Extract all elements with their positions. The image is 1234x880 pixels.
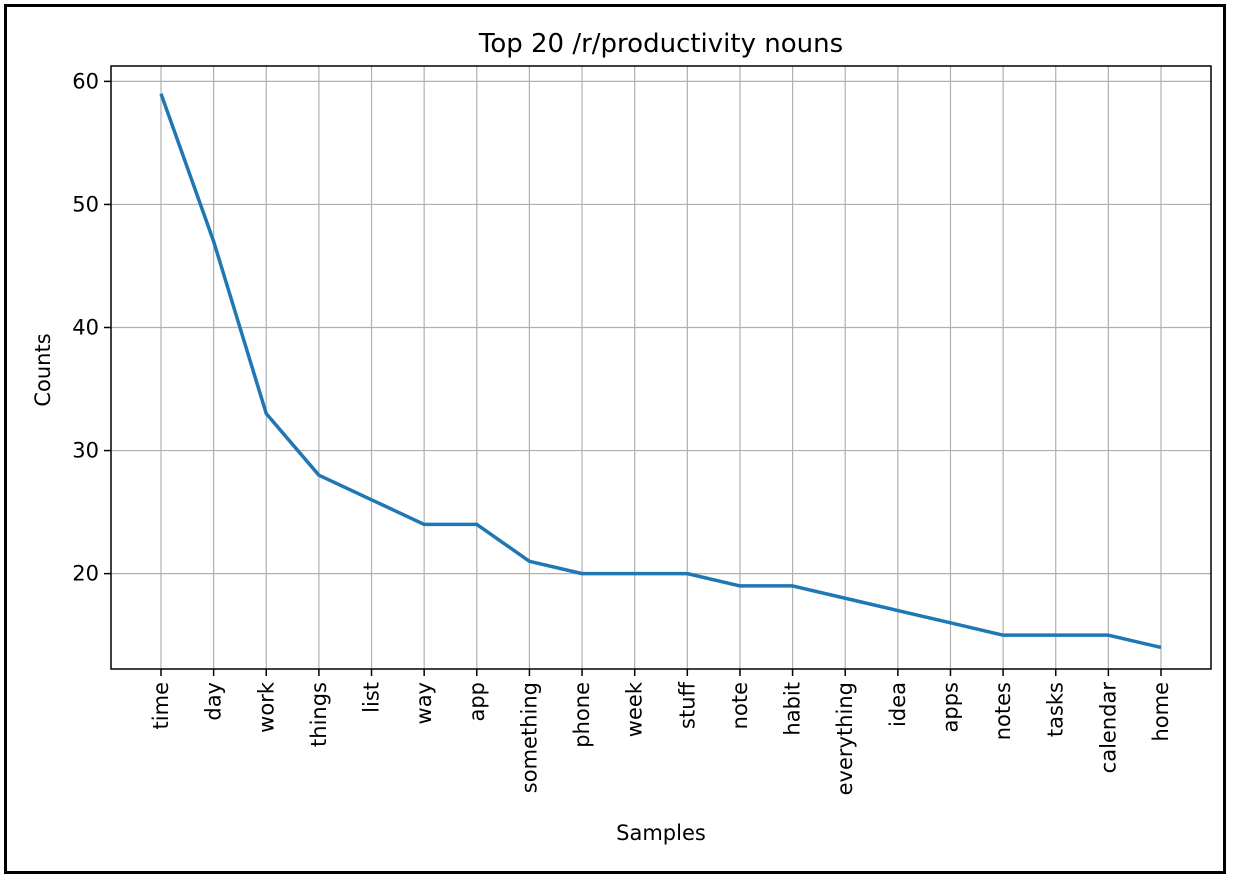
y-tick-label: 20 bbox=[72, 562, 99, 586]
series-line bbox=[159, 93, 1162, 650]
x-tick-label: phone bbox=[570, 682, 594, 748]
plot-area bbox=[110, 65, 1212, 670]
x-tick-label: list bbox=[360, 682, 384, 713]
grid bbox=[111, 66, 1211, 669]
x-tick-label: things bbox=[307, 682, 331, 747]
x-tick-label: apps bbox=[938, 682, 962, 732]
y-tick-label: 30 bbox=[72, 439, 99, 463]
x-tick-label: home bbox=[1149, 682, 1173, 742]
x-tick-label: stuff bbox=[675, 681, 699, 728]
x-axis-label: Samples bbox=[616, 821, 706, 845]
y-tick-label: 40 bbox=[72, 316, 99, 340]
x-tick-label: everything bbox=[833, 682, 857, 795]
x-tick-label: time bbox=[149, 682, 173, 729]
x-axis: time day work things list way app something phon… bbox=[149, 669, 1173, 795]
y-tick-label: 60 bbox=[72, 69, 99, 93]
chart-title: Top 20 /r/productivity nouns bbox=[478, 29, 843, 59]
y-axis: 20 30 40 50 60 bbox=[72, 69, 111, 586]
x-tick-label: idea bbox=[886, 682, 910, 727]
x-tick-label: note bbox=[728, 682, 752, 729]
x-tick-label: habit bbox=[781, 682, 805, 736]
x-tick-label: calendar bbox=[1096, 682, 1120, 774]
x-tick-label: tasks bbox=[1044, 682, 1068, 737]
x-tick-label: app bbox=[465, 682, 489, 722]
x-tick-label: something bbox=[517, 682, 541, 793]
y-axis-label: Counts bbox=[31, 333, 55, 406]
figure-frame bbox=[4, 4, 1226, 874]
x-tick-label: way bbox=[412, 682, 436, 724]
x-tick-label: work bbox=[254, 681, 278, 733]
x-tick-label: day bbox=[202, 682, 226, 721]
x-tick-label: week bbox=[623, 681, 647, 737]
x-tick-label: notes bbox=[991, 682, 1015, 740]
y-tick-label: 50 bbox=[72, 192, 99, 216]
